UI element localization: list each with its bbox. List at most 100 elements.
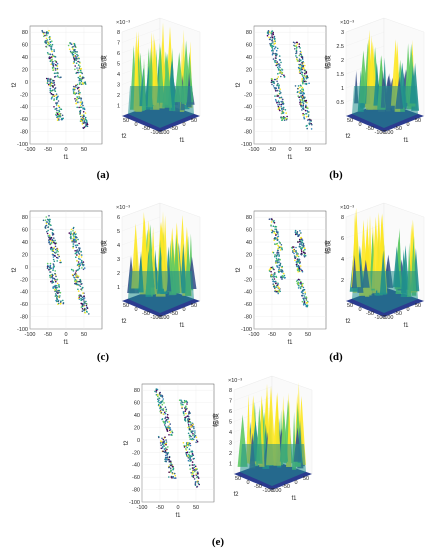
surface-gridline xyxy=(121,17,161,33)
scatter-point xyxy=(57,76,60,78)
scatter-point xyxy=(76,97,78,100)
scatter-point xyxy=(286,115,288,118)
scatter-point xyxy=(301,240,303,242)
scatter-point xyxy=(296,58,298,60)
scatter-point xyxy=(53,251,56,254)
scatter-point xyxy=(46,267,49,270)
scatter-point xyxy=(55,294,58,297)
scatter-point xyxy=(282,106,285,109)
scatter-point xyxy=(187,426,189,429)
scatter-point xyxy=(170,476,172,478)
scatter-point xyxy=(311,123,313,126)
scatter-point xyxy=(60,261,62,264)
scatter-point xyxy=(273,285,276,287)
surface-f2-axis-label: f2 xyxy=(345,134,351,140)
scatter-point xyxy=(281,69,284,71)
scatter-point xyxy=(303,80,306,83)
scatter-point xyxy=(184,416,186,419)
surface-gridline xyxy=(345,17,385,33)
scatter-point xyxy=(54,90,57,92)
scatter-point xyxy=(280,270,283,273)
surface-z-tick-label: 7 xyxy=(229,399,232,405)
scatter-point xyxy=(277,95,280,97)
scatter-point xyxy=(304,248,306,251)
scatter-x-tick-label: 50 xyxy=(81,332,87,338)
scatter-point xyxy=(49,38,51,41)
scatter-point xyxy=(166,458,169,461)
scatter-point xyxy=(164,450,167,452)
scatter-point xyxy=(156,388,159,391)
scatter-point xyxy=(301,55,304,58)
scatter-point xyxy=(74,231,76,233)
scatter-point xyxy=(80,259,83,262)
scatter-point xyxy=(57,117,59,120)
scatter-point xyxy=(47,219,50,221)
scatter-point xyxy=(278,55,281,57)
scatter-point xyxy=(77,71,80,74)
scatter-point xyxy=(305,302,308,304)
scatter-point xyxy=(51,79,54,82)
scatter-point xyxy=(82,292,84,294)
scatter-point xyxy=(54,64,57,66)
scatter-point xyxy=(297,91,299,93)
scatter-point xyxy=(196,471,199,473)
scatter-point xyxy=(277,73,279,75)
scatter-point xyxy=(81,123,84,125)
scatter-point xyxy=(194,434,197,437)
surface-gridline xyxy=(121,202,161,218)
scatter-point xyxy=(157,398,159,400)
scatter-point xyxy=(188,453,190,456)
surface-z-tick-label: 5 xyxy=(229,420,232,426)
surface-f1-tick-label: -50 xyxy=(170,311,178,317)
scatter-point xyxy=(54,60,56,62)
scatter-point xyxy=(78,86,80,89)
scatter-y-tick-label: 60 xyxy=(246,228,252,234)
scatter-point xyxy=(49,87,52,90)
scatter-point xyxy=(74,250,76,252)
scatter-y-tick-label: 60 xyxy=(134,401,140,407)
scatter-point xyxy=(272,283,274,285)
surface-z-axis-label: 幅/度 xyxy=(100,55,108,69)
scatter-point xyxy=(56,67,59,70)
scatter-point xyxy=(186,446,188,449)
scatter-point xyxy=(188,451,191,454)
scatter-point xyxy=(270,274,273,276)
scatter-point xyxy=(82,297,85,299)
surface-z-tick-label: 1 xyxy=(341,86,344,92)
scatter-point xyxy=(80,115,82,118)
scatter-point xyxy=(301,99,304,102)
scatter-point xyxy=(46,52,49,54)
scatter-point xyxy=(54,239,56,242)
scatter-point xyxy=(268,31,271,33)
surface-peak xyxy=(371,216,381,289)
scatter-point xyxy=(81,72,83,75)
scatter-point xyxy=(155,388,158,390)
scatter-point xyxy=(78,61,81,63)
scatter-point xyxy=(271,266,274,268)
scatter-point xyxy=(285,112,287,114)
scatter-point xyxy=(274,61,276,64)
scatter-point xyxy=(301,66,303,68)
scatter-point xyxy=(273,40,276,42)
scatter-point xyxy=(78,242,80,245)
scatter-point xyxy=(303,97,306,99)
scatter-point xyxy=(53,106,55,108)
scatter-point xyxy=(56,295,59,298)
scatter-point xyxy=(298,240,301,243)
scatter-x-tick-label: 0 xyxy=(64,147,67,153)
scatter-point xyxy=(46,34,48,37)
scatter-point xyxy=(302,286,305,289)
scatter-point xyxy=(295,50,298,53)
scatter-point xyxy=(283,76,286,78)
scatter-y-tick-label: 20 xyxy=(246,67,252,73)
scatter-point xyxy=(72,88,75,90)
scatter-point xyxy=(78,106,80,109)
scatter-point xyxy=(163,451,166,453)
scatter-point xyxy=(157,395,159,398)
scatter-point xyxy=(165,460,167,462)
scatter-y-tick-label: 80 xyxy=(22,30,28,36)
scatter-point xyxy=(75,233,77,235)
scatter-point xyxy=(60,108,63,111)
surface-z-exponent: ×10⁻³ xyxy=(340,205,354,211)
scatter-point xyxy=(293,252,295,255)
